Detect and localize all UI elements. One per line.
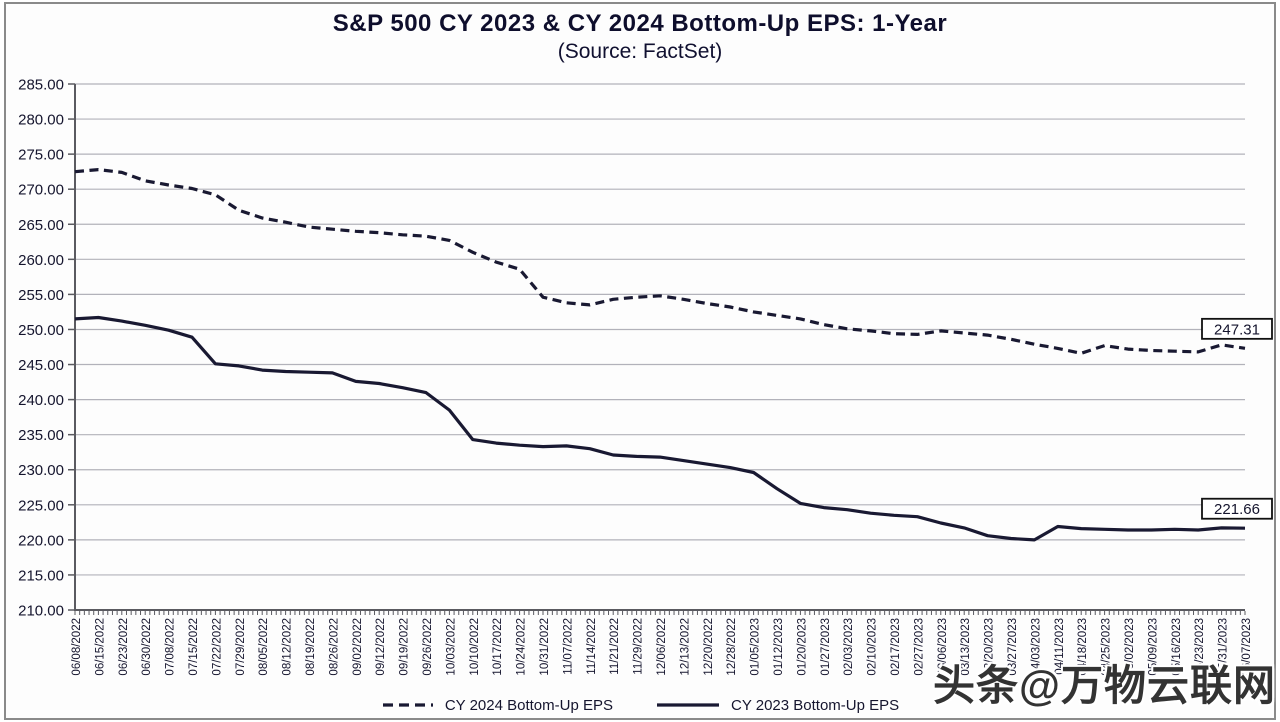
x-tick-label: 03/13/2023 [960,618,972,676]
x-tick-label: 08/05/2022 [258,618,270,676]
y-tick-label: 225.00 [18,497,64,514]
x-tick-label: 07/08/2022 [165,618,177,676]
x-tick-label: 07/22/2022 [211,618,223,676]
x-tick-label: 04/11/2023 [1054,618,1066,675]
x-tick-label: 05/23/2023 [1194,618,1206,676]
axes [74,84,1245,611]
x-tick-label: 06/08/2022 [71,618,83,676]
x-tick-label: 01/27/2023 [820,618,832,676]
x-tick-label: 03/20/2023 [984,618,996,676]
legend-item-cy2023: CY 2023 Bottom-Up EPS [655,697,899,714]
x-tick-label: 05/31/2023 [1218,618,1230,676]
x-axis-minor-ticks [74,611,1246,615]
x-tick-label: 04/25/2023 [1101,618,1113,676]
cy2023-solid-line-swatch [657,703,719,707]
y-tick-label: 210.00 [18,603,64,620]
x-tick-label: 11/29/2022 [633,618,645,675]
x-tick-label: 09/19/2022 [399,618,411,676]
x-tick-label: 05/09/2023 [1147,618,1159,676]
x-tick-label: 03/06/2023 [937,618,949,676]
chart-outer-border [4,2,1276,720]
y-tick-label: 215.00 [18,567,64,584]
cy2024-dashed-line-swatch [382,703,433,707]
x-tick-label: 10/24/2022 [516,618,528,676]
y-axis-tick-labels: 285.00 280.00 275.00 270.00 265.00 260.00 255.… [18,77,64,620]
x-tick-label: 08/19/2022 [305,618,317,676]
series-line-cy2024 [74,168,1246,355]
legend-label-cy2024: CY 2024 Bottom-Up EPS [444,696,613,714]
x-tick-label: 09/02/2022 [352,618,364,676]
x-tick-label: 08/26/2022 [328,618,340,676]
x-tick-label: 02/10/2023 [867,618,879,676]
x-tick-label: 10/17/2022 [492,618,504,676]
x-tick-label: 01/20/2023 [796,618,808,676]
y-tick-label: 220.00 [18,532,64,549]
y-axis-ticks [68,83,75,611]
x-tick-label: 06/15/2022 [94,618,106,676]
x-tick-label: 10/03/2022 [445,618,457,676]
y-tick-label: 265.00 [18,217,64,234]
x-tick-label: 06/07/2023 [1241,618,1253,676]
x-tick-label: 06/30/2022 [141,618,153,676]
y-tick-label: 245.00 [18,357,64,374]
y-tick-label: 260.00 [18,252,64,269]
x-tick-label: 01/12/2023 [773,618,785,676]
x-tick-label: 03/27/2023 [1007,618,1019,676]
legend: CY 2024 Bottom-Up EPS CY 2023 Bottom-Up … [20,693,1260,717]
x-tick-label: 04/03/2023 [1030,618,1042,676]
x-tick-label: 07/29/2022 [235,618,247,676]
svg-text:247.31: 247.31 [1214,321,1260,338]
x-tick-label: 09/12/2022 [375,618,387,676]
y-tick-label: 280.00 [18,112,64,129]
y-tick-label: 285.00 [18,77,64,94]
legend-item-cy2024: CY 2024 Bottom-Up EPS [381,697,613,714]
y-tick-label: 240.00 [18,392,64,409]
svg-text:221.66: 221.66 [1214,501,1260,518]
x-tick-label: 10/31/2022 [539,618,551,676]
x-tick-label: 10/10/2022 [469,618,481,676]
x-tick-label: 06/23/2022 [118,618,130,676]
series-line-cy2023 [74,315,1246,542]
x-tick-label: 11/21/2022 [609,618,621,675]
y-tick-label: 250.00 [18,322,64,339]
x-tick-label: 02/17/2023 [890,618,902,676]
x-tick-label: 09/26/2022 [422,618,434,676]
x-tick-label: 07/15/2022 [188,618,200,676]
y-tick-label: 275.00 [18,147,64,164]
chart-subtitle: (Source: FactSet) [557,40,723,63]
watermark-text: 头条@万物云联网 [933,662,1276,709]
gridlines [75,83,1245,576]
end-label-cy2023: 221.66 [1201,497,1273,520]
x-tick-label: 05/16/2023 [1171,618,1183,676]
end-label-cy2024: 247.31 [1201,317,1273,340]
chart-title: S&P 500 CY 2023 & CY 2024 Bottom-Up EPS:… [332,10,948,37]
legend-label-cy2023: CY 2023 Bottom-Up EPS [731,696,900,714]
y-tick-label: 270.00 [18,182,64,199]
x-tick-label: 01/05/2023 [750,618,762,676]
x-tick-label: 05/02/2023 [1124,618,1136,676]
y-tick-label: 255.00 [18,287,64,304]
x-tick-label: 12/06/2022 [656,618,668,676]
x-tick-label: 12/13/2022 [679,618,691,676]
x-tick-label: 11/14/2022 [586,618,598,675]
y-tick-label: 235.00 [18,427,64,444]
x-tick-label: 12/28/2022 [726,618,738,676]
y-tick-label: 230.00 [18,462,64,479]
x-tick-label: 08/12/2022 [282,618,294,676]
x-axis-tick-labels: 06/08/2022 06/15/2022 06/23/2022 06/30/2022… [71,618,1253,676]
x-tick-label: 11/07/2022 [562,618,574,675]
x-tick-label: 12/20/2022 [703,618,715,676]
x-tick-label: 02/03/2023 [843,618,855,676]
x-tick-label: 04/18/2023 [1077,618,1089,676]
x-tick-label: 02/27/2023 [913,618,925,676]
